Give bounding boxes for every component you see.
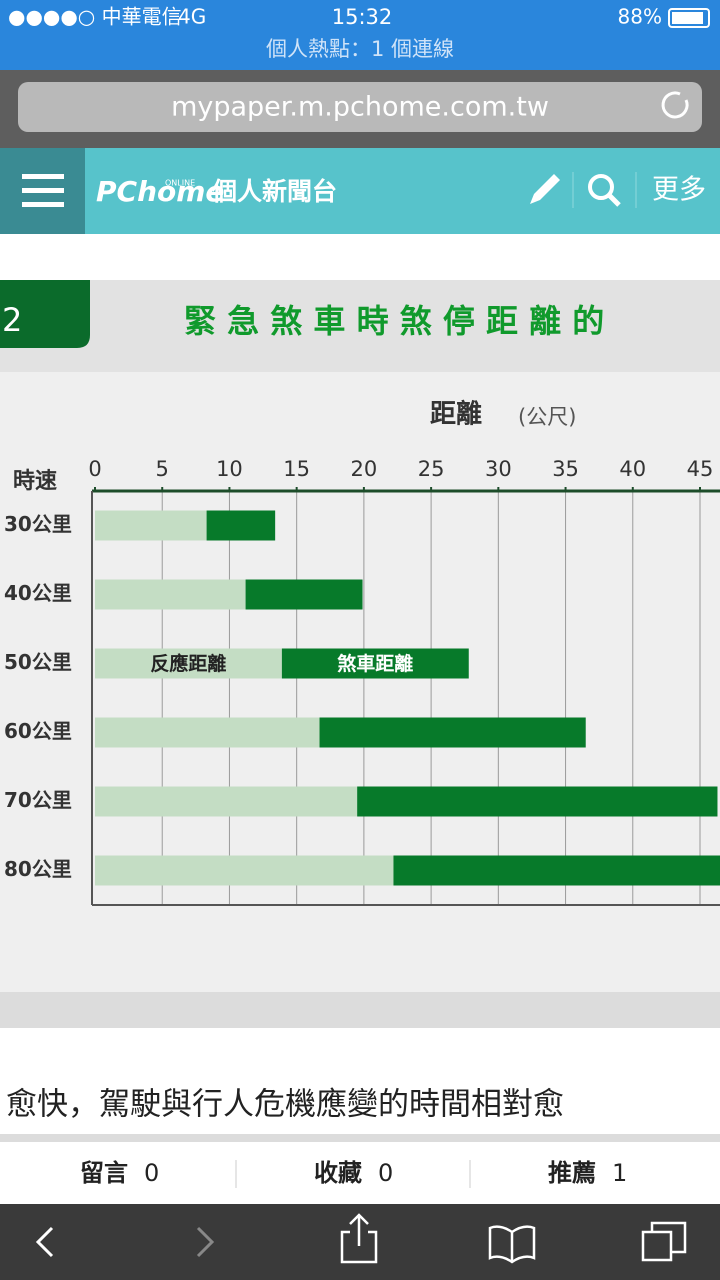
x-tick-label: 45 [687,457,714,481]
x-tick-label: 0 [88,457,101,481]
stat-label: 推薦 [548,1159,596,1187]
forward-button[interactable] [196,1226,215,1258]
y-tick-label: 60公里 [4,719,72,743]
bar [95,786,358,817]
hotspot[interactable]: 個人熱點：1 個連線 [266,37,454,61]
share-button[interactable] [340,1213,378,1264]
y-tick-label: 80公里 [4,857,72,881]
bar [95,855,394,886]
figure-title: 緊 急 煞 車 時 煞 停 距 離 的 [184,302,604,340]
series-label: 反應距離 [150,652,226,675]
bar [206,510,276,541]
back-button[interactable] [35,1226,54,1258]
url-field[interactable] [18,82,702,132]
bar [393,855,720,886]
battery-level: 88% [618,5,662,29]
edit-button[interactable] [530,174,560,204]
stats-bar [0,1142,720,1204]
figure-bottom-band [0,992,720,1028]
status-bar [0,0,720,70]
logo[interactable]: PChome [96,175,224,208]
search-button[interactable] [588,174,614,200]
bar [95,648,282,679]
url: mypaper.m.pchome.com.tw [171,92,549,123]
bar [281,648,469,679]
y-axis-label: 時速 [13,468,57,494]
search-icon [607,193,621,207]
site-name: 個人新聞台 [211,177,337,206]
carrier: ●●●●○ 中華電信 [8,5,182,29]
y-tick-label: 30公里 [4,512,72,536]
x-tick-label: 15 [283,457,310,481]
chart: 距離 (公尺) 時速 0 5 10 15 20 25 30 35 40 45 30公里 40公里 50公… [4,399,720,906]
menu-icon [22,202,64,207]
site-header [0,148,720,234]
x-tick-label: 5 [156,457,169,481]
bar [95,510,207,541]
bar [319,717,586,748]
figure-tab [0,280,90,348]
stat-label: 留言 [80,1159,128,1187]
y-tick-label: 40公里 [4,581,72,605]
x-tick-label: 20 [351,457,378,481]
battery-fill [672,12,703,24]
article-text: 愈快，駕駛與行人危機應變的時間相對愈 [6,1087,564,1123]
menu-icon [22,188,64,193]
y-tick-label: 50公里 [4,650,72,674]
x-tick-label: 10 [216,457,243,481]
battery-icon [668,8,710,28]
figure-title-band [0,280,720,372]
menu-icon [22,174,64,179]
x-tick-label: 35 [552,457,579,481]
x-tick-label: 40 [619,457,646,481]
x-tick-label: 25 [418,457,445,481]
tabs-button[interactable] [641,1230,673,1262]
x-tick-label: 30 [485,457,512,481]
bar [95,717,320,748]
separator [0,1134,720,1142]
bookmarks-button[interactable] [488,1225,536,1264]
stats: 留言 0 收藏 0 推薦 1 [80,1159,627,1187]
reload-button[interactable] [661,91,689,119]
x-axis-unit: (公尺) [518,405,576,429]
bar [357,786,718,817]
y-tick-label: 70公里 [4,788,72,812]
stat-label: 收藏 [314,1159,362,1187]
stat-count: 0 [144,1159,159,1187]
time: 15:32 [332,5,393,29]
figure-number: 2 [2,301,22,339]
tabs-icon [650,1221,687,1254]
stat-count: 1 [612,1159,627,1187]
bar [245,579,363,610]
more-button[interactable]: 更多 [652,175,706,206]
network: 4G [178,5,206,29]
logo-tag: ONLINE [165,179,195,188]
x-axis-label: 距離 [430,399,482,430]
series-label: 煞車距離 [337,652,413,675]
bar [95,579,246,610]
chart-bg [0,372,720,992]
stat-count: 0 [378,1159,393,1187]
